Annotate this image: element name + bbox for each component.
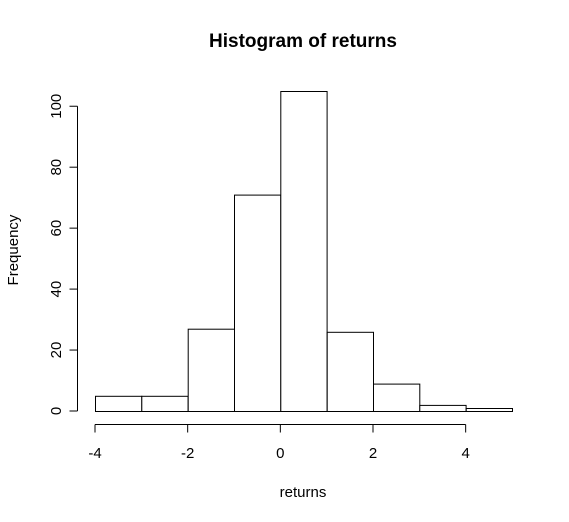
histogram-bar-6 bbox=[373, 383, 421, 413]
x-axis-label: returns bbox=[280, 484, 327, 501]
y-axis: 0 20 40 60 80 100 bbox=[48, 94, 78, 415]
x-axis: -4 -2 0 2 4 bbox=[88, 424, 470, 462]
histogram-bar-0 bbox=[95, 395, 143, 412]
y-axis-label: Frequency bbox=[5, 214, 22, 285]
x-tick-label: -4 bbox=[88, 445, 101, 462]
histogram-bar-3 bbox=[234, 194, 282, 412]
y-tick-label: 80 bbox=[48, 159, 65, 176]
x-tick-label: -2 bbox=[181, 445, 194, 462]
y-tick-label: 100 bbox=[48, 94, 65, 119]
y-tick-label: 60 bbox=[48, 220, 65, 237]
x-tick-label: 2 bbox=[369, 445, 377, 462]
chart-title: Histogram of returns bbox=[209, 31, 397, 52]
histogram-bar-4 bbox=[280, 91, 328, 412]
histogram-bar-7 bbox=[419, 404, 467, 412]
histogram-bar-8 bbox=[465, 408, 514, 412]
y-tick-label: 20 bbox=[48, 342, 65, 359]
x-tick-label: 4 bbox=[461, 445, 469, 462]
histogram-bar-2 bbox=[187, 328, 235, 413]
histogram-bar-5 bbox=[326, 331, 375, 412]
y-tick-label: 40 bbox=[48, 281, 65, 298]
histogram-bar-1 bbox=[141, 395, 189, 412]
x-tick-label: 0 bbox=[276, 445, 284, 462]
bars-group bbox=[95, 91, 514, 413]
y-tick-label: 0 bbox=[48, 407, 65, 415]
